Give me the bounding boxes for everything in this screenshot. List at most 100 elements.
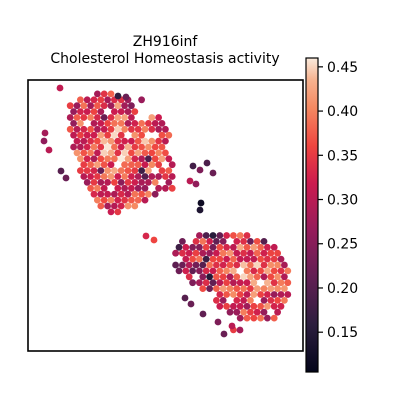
- spot: [247, 308, 254, 316]
- spot: [87, 161, 94, 169]
- spot: [56, 84, 64, 92]
- spot: [155, 173, 163, 180]
- spot: [187, 300, 195, 308]
- spot: [77, 167, 84, 175]
- colorbar: [305, 57, 319, 373]
- spot: [104, 179, 111, 186]
- spot: [281, 285, 288, 292]
- spot: [226, 261, 234, 269]
- spot: [253, 249, 261, 257]
- spot: [80, 149, 88, 157]
- spot: [104, 96, 111, 104]
- spot: [131, 179, 139, 186]
- spot: [175, 243, 183, 251]
- spot: [274, 273, 281, 281]
- spot: [230, 291, 237, 298]
- spot: [127, 173, 135, 180]
- spot: [134, 125, 142, 133]
- spot: [70, 120, 77, 127]
- spot: [267, 297, 275, 304]
- spot: [124, 155, 132, 163]
- spot: [250, 243, 258, 251]
- spot: [162, 173, 169, 180]
- spot: [117, 143, 125, 151]
- spot: [199, 273, 207, 281]
- spot: [219, 273, 227, 281]
- spot: [247, 285, 254, 292]
- spot: [202, 267, 210, 275]
- spot: [220, 330, 228, 338]
- spot: [73, 125, 81, 133]
- spot: [192, 261, 200, 269]
- spot: [80, 125, 88, 133]
- spot: [66, 102, 74, 110]
- spot: [233, 297, 241, 304]
- spot: [179, 238, 186, 245]
- spot: [111, 108, 118, 115]
- spot: [77, 143, 84, 151]
- spot: [243, 302, 251, 310]
- spot: [145, 120, 152, 127]
- spot: [104, 202, 111, 210]
- spot: [117, 190, 125, 198]
- spot: [124, 108, 132, 115]
- spot: [202, 279, 210, 287]
- spot: [87, 125, 94, 133]
- spot: [189, 279, 197, 287]
- spot: [165, 179, 173, 186]
- spot: [83, 155, 91, 163]
- spot: [260, 238, 268, 245]
- spot: [131, 167, 139, 175]
- spot: [216, 279, 224, 287]
- spot: [148, 137, 156, 145]
- spot: [192, 238, 200, 245]
- spot: [243, 232, 251, 239]
- spot: [240, 261, 248, 269]
- spot: [114, 137, 122, 145]
- spot: [274, 308, 281, 316]
- spot: [196, 279, 203, 287]
- spot: [90, 167, 98, 175]
- spot: [233, 285, 241, 292]
- spot: [158, 120, 166, 127]
- spot: [83, 108, 91, 115]
- spot: [83, 143, 91, 151]
- spot: [182, 255, 190, 263]
- spot: [264, 291, 271, 298]
- spot: [260, 285, 268, 292]
- spot: [155, 184, 163, 192]
- spot: [230, 279, 237, 287]
- spot: [114, 102, 122, 110]
- spot: [219, 261, 227, 269]
- spot: [199, 238, 207, 245]
- spot: [97, 179, 105, 186]
- spot: [253, 285, 261, 292]
- spot: [267, 285, 275, 292]
- spot: [257, 267, 264, 275]
- spot: [40, 137, 48, 145]
- spot: [121, 149, 128, 157]
- spot: [121, 173, 128, 180]
- spot: [77, 155, 84, 163]
- spot: [228, 322, 236, 330]
- spot: [257, 243, 264, 251]
- spot: [284, 267, 292, 275]
- spot: [206, 249, 214, 257]
- spot: [97, 120, 105, 127]
- colorbar-tick-label: 0.20: [327, 281, 358, 297]
- spot: [219, 285, 227, 292]
- spot: [243, 267, 251, 275]
- spot: [114, 196, 122, 204]
- spot: [226, 285, 234, 292]
- spot: [121, 102, 128, 110]
- spot: [214, 318, 222, 326]
- spot: [111, 120, 118, 127]
- spot: [83, 167, 91, 175]
- spot: [121, 196, 128, 204]
- spot: [209, 232, 217, 239]
- spot: [70, 131, 77, 139]
- spot: [260, 273, 268, 281]
- spot: [230, 267, 237, 275]
- colorbar-tick-label: 0.35: [327, 148, 358, 164]
- spot: [151, 179, 159, 186]
